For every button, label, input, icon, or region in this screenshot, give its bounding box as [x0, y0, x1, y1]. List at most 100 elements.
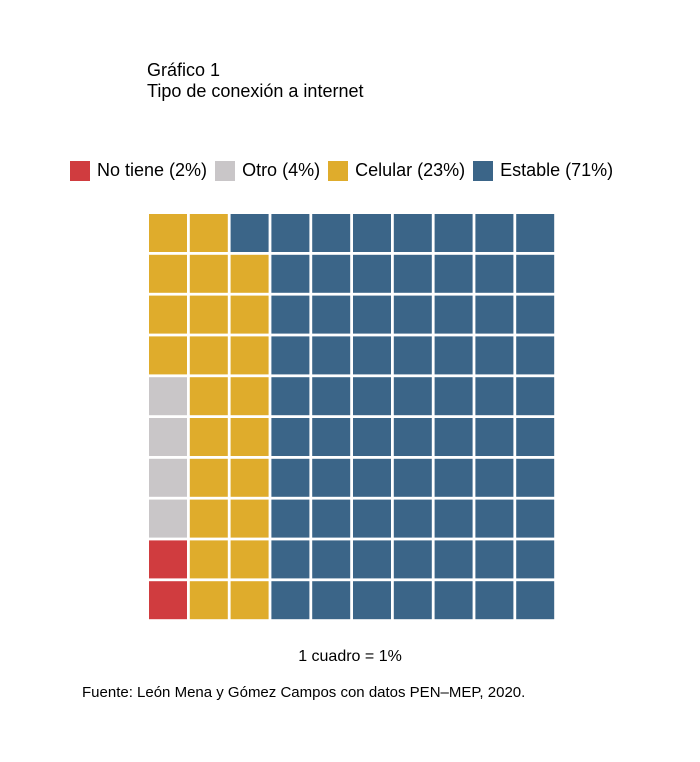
waffle-cell-celular [230, 581, 269, 620]
legend-label-celular: Celular (23%) [355, 160, 466, 180]
waffle-cell-celular [189, 540, 228, 579]
waffle-cell-estable [434, 214, 473, 252]
waffle-cell-estable [353, 418, 391, 456]
waffle-cell-otro [149, 499, 187, 538]
waffle-cell-estable [434, 295, 473, 334]
waffle-cell-estable [393, 377, 432, 416]
waffle-cell-estable [516, 254, 555, 293]
waffle-chart [149, 214, 555, 620]
waffle-cell-estable [312, 499, 351, 538]
legend-swatch-estable [473, 160, 494, 181]
waffle-cell-estable [271, 254, 310, 293]
waffle-cell-estable [312, 254, 351, 293]
waffle-cell-estable [312, 377, 351, 416]
waffle-cell-estable [271, 418, 310, 456]
waffle-cell-estable [271, 377, 310, 416]
chart-title-block: Gráfico 1 Tipo de conexión a internet [147, 60, 363, 102]
waffle-cell-estable [353, 458, 391, 497]
unit-note: 1 cuadro = 1% [298, 648, 402, 665]
waffle-cell-celular [149, 295, 187, 334]
waffle-cell-estable [434, 540, 473, 579]
waffle-cell-celular [230, 377, 269, 416]
legend-item-no-tiene: No tiene (2%) [70, 160, 207, 181]
waffle-cell-estable [271, 295, 310, 334]
waffle-cell-celular [149, 214, 187, 252]
waffle-cell-estable [393, 581, 432, 620]
waffle-cell-celular [189, 581, 228, 620]
waffle-cell-estable [516, 336, 555, 375]
waffle-cell-estable [516, 540, 555, 579]
waffle-cell-estable [312, 336, 351, 375]
waffle-cell-estable [353, 214, 391, 252]
waffle-cell-estable [475, 336, 514, 375]
waffle-cell-estable [393, 458, 432, 497]
waffle-cell-celular [230, 336, 269, 375]
waffle-cell-estable [516, 458, 555, 497]
waffle-cell-estable [434, 336, 473, 375]
waffle-cell-estable [393, 540, 432, 579]
waffle-cell-estable [475, 499, 514, 538]
waffle-cell-estable [516, 499, 555, 538]
legend-swatch-otro [215, 160, 236, 181]
waffle-cell-estable [475, 295, 514, 334]
waffle-cell-estable [312, 458, 351, 497]
waffle-cell-estable [312, 418, 351, 456]
waffle-cell-estable [475, 458, 514, 497]
source-note: Fuente: León Mena y Gómez Campos con dat… [82, 684, 526, 701]
waffle-cell-estable [434, 418, 473, 456]
waffle-cell-estable [271, 458, 310, 497]
waffle-cell-estable [516, 295, 555, 334]
waffle-cell-estable [393, 499, 432, 538]
legend-item-estable: Estable (71%) [473, 160, 613, 181]
waffle-cell-estable [516, 377, 555, 416]
waffle-cell-celular [189, 377, 228, 416]
waffle-cell-celular [189, 254, 228, 293]
legend-label-no-tiene: No tiene (2%) [97, 160, 208, 180]
waffle-cell-estable [271, 540, 310, 579]
legend-item-otro: Otro (4%) [215, 160, 320, 181]
waffle-cell-celular [149, 336, 187, 375]
waffle-cell-estable [353, 254, 391, 293]
waffle-cell-celular [189, 295, 228, 334]
waffle-cell-celular [230, 540, 269, 579]
legend-item-celular: Celular (23%) [328, 160, 465, 181]
waffle-cell-estable [393, 295, 432, 334]
waffle-cell-estable [434, 499, 473, 538]
waffle-cell-celular [189, 458, 228, 497]
legend: No tiene (2%) Otro (4%) Celular (23%) Es… [70, 160, 621, 181]
waffle-cell-estable [475, 581, 514, 620]
waffle-cell-estable [312, 540, 351, 579]
waffle-cell-celular [230, 254, 269, 293]
waffle-cell-estable [312, 295, 351, 334]
legend-swatch-celular [328, 160, 349, 181]
legend-swatch-no-tiene [70, 160, 90, 181]
waffle-cell-estable [475, 214, 514, 252]
waffle-cell-estable [353, 499, 391, 538]
waffle-cell-estable [393, 336, 432, 375]
waffle-cell-estable [271, 581, 310, 620]
waffle-cell-celular [230, 458, 269, 497]
figure-label: Gráfico 1 [147, 60, 221, 80]
waffle-cell-estable [353, 377, 391, 416]
waffle-cell-estable [516, 214, 555, 252]
waffle-cell-estable [312, 581, 351, 620]
waffle-cell-celular [189, 336, 228, 375]
waffle-cell-celular [149, 254, 187, 293]
waffle-cell-estable [475, 254, 514, 293]
chart-title: Tipo de conexión a internet [147, 81, 364, 101]
waffle-cell-estable [230, 214, 269, 252]
waffle-cell-estable [434, 458, 473, 497]
waffle-cell-celular [189, 418, 228, 456]
waffle-cell-estable [271, 499, 310, 538]
waffle-cell-celular [230, 499, 269, 538]
waffle-cell-estable [271, 214, 310, 252]
waffle-cell-otro [149, 377, 187, 416]
waffle-cell-no-tiene [149, 540, 187, 579]
waffle-cell-estable [393, 418, 432, 456]
waffle-cell-estable [434, 377, 473, 416]
waffle-cell-estable [393, 254, 432, 293]
waffle-cell-no-tiene [149, 581, 187, 620]
waffle-cell-celular [189, 214, 228, 252]
waffle-cell-estable [353, 295, 391, 334]
waffle-cell-otro [149, 458, 187, 497]
